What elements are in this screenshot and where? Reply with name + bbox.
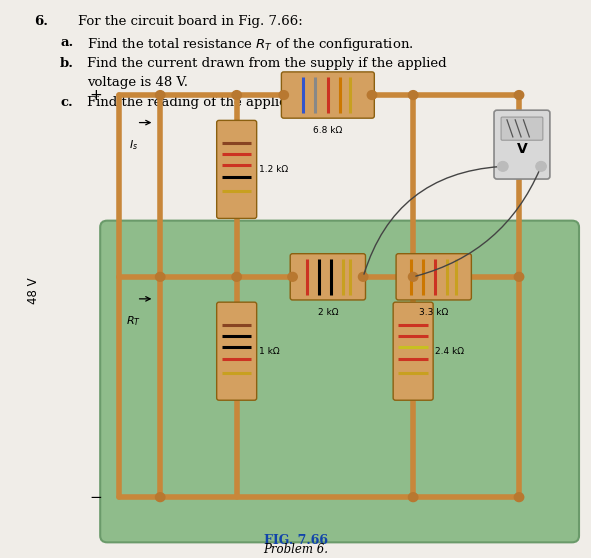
Circle shape [358,272,368,281]
Text: +: + [89,88,102,103]
Text: +: + [498,162,508,172]
Circle shape [536,161,546,171]
Circle shape [367,90,376,99]
Text: 48 V: 48 V [27,277,40,304]
Circle shape [155,90,165,99]
Circle shape [408,272,418,281]
Text: Problem 6.: Problem 6. [263,543,328,556]
FancyBboxPatch shape [396,254,472,300]
Text: c.: c. [60,96,73,109]
Circle shape [279,90,288,99]
FancyBboxPatch shape [217,302,256,400]
Text: For the circuit board in Fig. 7.66:: For the circuit board in Fig. 7.66: [78,15,303,28]
Circle shape [498,161,508,171]
Circle shape [288,272,297,281]
Text: Find the current drawn from the supply if the applied: Find the current drawn from the supply i… [87,57,446,70]
Text: 2 kΩ: 2 kΩ [317,307,338,317]
Text: Find the reading of the applied voltmeter.: Find the reading of the applied voltmete… [87,96,366,109]
Text: 3.3 kΩ: 3.3 kΩ [419,307,449,317]
Text: −: − [537,162,545,172]
Circle shape [514,493,524,502]
FancyBboxPatch shape [494,110,550,179]
Text: Find the total resistance $R_T$ of the configuration.: Find the total resistance $R_T$ of the c… [87,36,413,53]
Circle shape [232,272,241,281]
Text: 6.: 6. [34,15,48,28]
FancyBboxPatch shape [393,302,433,400]
Text: −: − [89,490,102,504]
Text: V: V [517,142,527,156]
Text: 2.4 kΩ: 2.4 kΩ [436,347,465,355]
Text: $I_s$: $I_s$ [129,138,138,152]
FancyBboxPatch shape [100,220,579,542]
FancyBboxPatch shape [290,254,365,300]
Circle shape [514,272,524,281]
FancyBboxPatch shape [281,72,374,118]
Circle shape [155,272,165,281]
Text: a.: a. [60,36,73,49]
Text: $R_T$: $R_T$ [126,314,141,328]
Text: 1 kΩ: 1 kΩ [259,347,280,355]
Circle shape [155,493,165,502]
Text: FIG. 7.66: FIG. 7.66 [264,533,327,547]
Text: 6.8 kΩ: 6.8 kΩ [313,126,342,135]
Text: 1.2 kΩ: 1.2 kΩ [259,165,288,174]
FancyBboxPatch shape [217,121,256,218]
FancyBboxPatch shape [501,117,543,140]
Circle shape [514,90,524,99]
Circle shape [232,90,241,99]
Circle shape [408,493,418,502]
Text: b.: b. [60,57,74,70]
Text: voltage is 48 V.: voltage is 48 V. [87,76,188,89]
Circle shape [408,90,418,99]
